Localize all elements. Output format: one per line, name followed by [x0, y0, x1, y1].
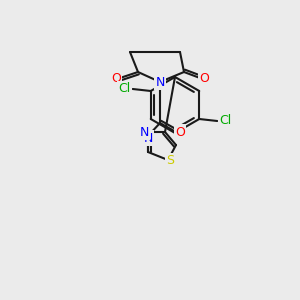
Text: Cl: Cl: [219, 115, 231, 128]
Text: O: O: [175, 125, 185, 139]
Text: O: O: [199, 71, 209, 85]
Text: N: N: [139, 125, 149, 139]
Text: Cl: Cl: [118, 82, 131, 95]
Text: N: N: [155, 76, 165, 88]
Text: O: O: [111, 71, 121, 85]
Text: N: N: [143, 131, 153, 145]
Text: H: H: [138, 130, 146, 140]
Text: S: S: [166, 154, 174, 167]
